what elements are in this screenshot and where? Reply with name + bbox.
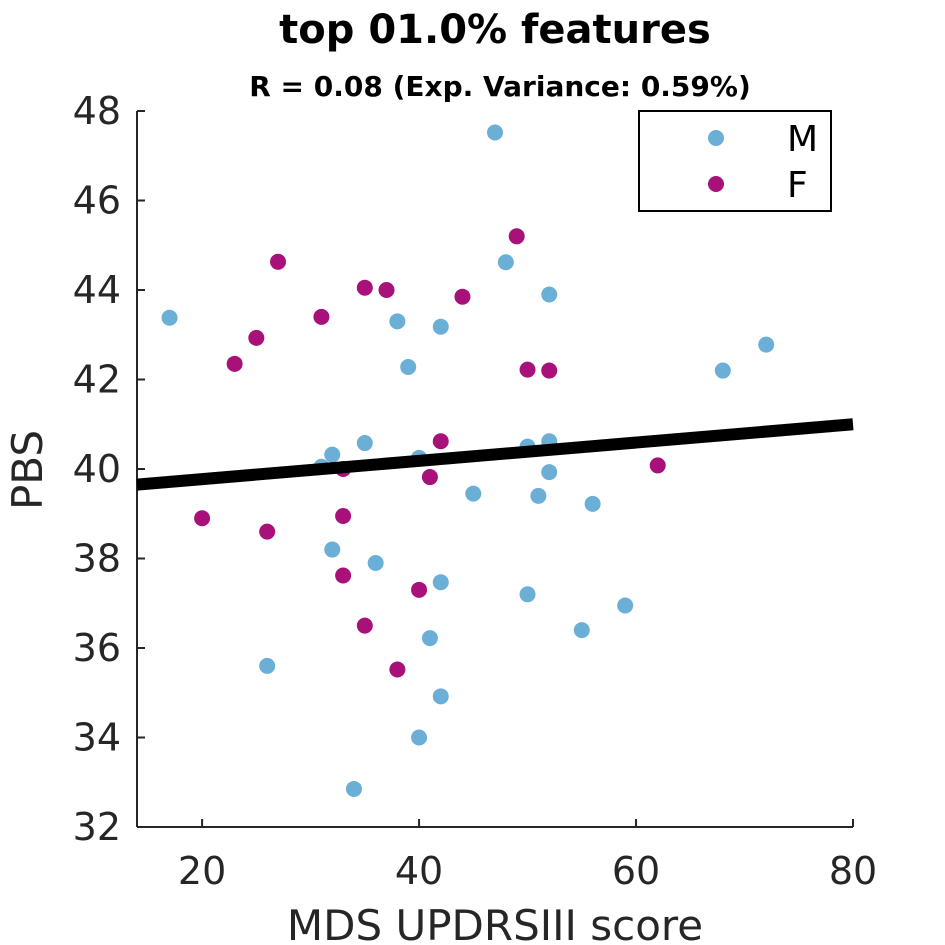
- data-point-m: [530, 487, 547, 504]
- data-point-m: [324, 541, 341, 558]
- axes: [136, 111, 853, 828]
- data-point-m: [432, 318, 449, 335]
- y-axis-label: PBS: [3, 430, 52, 510]
- legend: MF: [638, 110, 832, 212]
- legend-marker-f: [708, 176, 724, 192]
- data-point-m: [259, 657, 276, 674]
- data-point-m: [411, 729, 428, 746]
- data-point-f: [259, 523, 276, 540]
- data-point-f: [226, 355, 243, 372]
- data-point-f: [194, 510, 211, 527]
- x-tick-label: 80: [829, 849, 877, 893]
- data-point-f: [313, 308, 330, 325]
- data-point-m: [584, 495, 601, 512]
- data-point-m: [345, 780, 362, 797]
- y-tick-label: 42: [73, 358, 121, 402]
- x-axis-label: MDS UPDRSIII score: [287, 901, 703, 945]
- data-point-m: [161, 309, 178, 326]
- x-tick-label: 40: [395, 849, 443, 893]
- data-point-f: [356, 279, 373, 296]
- data-point-m: [465, 485, 482, 502]
- legend-label-m: M: [787, 119, 818, 160]
- data-point-m: [367, 554, 384, 571]
- y-tick-label: 40: [73, 447, 121, 491]
- chart-subtitle: R = 0.08 (Exp. Variance: 0.59%): [249, 70, 751, 103]
- data-point-f: [421, 469, 438, 486]
- data-point-f: [541, 362, 558, 379]
- x-ticks: 20 40 60 80: [178, 819, 877, 893]
- data-point-m: [497, 254, 514, 271]
- data-point-m: [400, 358, 417, 375]
- data-point-f: [454, 288, 471, 305]
- regression-line: [136, 418, 854, 491]
- data-point-m: [356, 435, 373, 452]
- data-point-f: [519, 361, 536, 378]
- legend-marker-m: [708, 130, 724, 146]
- y-tick-label: 38: [73, 537, 121, 581]
- data-point-f: [411, 581, 428, 598]
- data-point-f: [389, 661, 406, 678]
- y-tick-label: 34: [73, 716, 121, 760]
- data-point-f: [649, 457, 666, 474]
- data-point-f: [508, 228, 525, 245]
- x-tick-label: 60: [612, 849, 660, 893]
- data-point-f: [378, 282, 395, 298]
- y-tick-label: 44: [73, 268, 121, 312]
- data-point-m: [573, 622, 590, 639]
- x-tick-label: 20: [178, 849, 226, 893]
- data-point-f: [270, 253, 287, 270]
- data-point-f: [335, 507, 352, 524]
- y-tick-label: 32: [73, 805, 121, 849]
- data-point-m: [541, 464, 558, 481]
- data-point-f: [356, 617, 373, 634]
- data-point-f: [248, 329, 265, 346]
- data-point-m: [519, 586, 536, 603]
- y-tick-label: 48: [73, 89, 121, 133]
- y-tick-label: 36: [73, 626, 121, 670]
- data-point-m: [432, 688, 449, 705]
- y-ticks: 32 34 36 38 40 42 44 46 48: [73, 89, 145, 849]
- legend-box: [638, 110, 832, 212]
- data-point-m: [432, 574, 449, 591]
- y-tick-label: 46: [73, 179, 121, 223]
- data-point-f: [335, 567, 352, 584]
- data-point-m: [487, 124, 503, 141]
- data-point-m: [541, 286, 558, 303]
- data-point-m: [324, 446, 341, 463]
- data-point-m: [389, 313, 406, 330]
- fit-line-layer: [136, 418, 854, 491]
- chart-title: top 01.0% features: [279, 7, 711, 53]
- legend-label-f: F: [787, 165, 808, 206]
- data-point-m: [758, 336, 775, 353]
- data-point-m: [617, 597, 634, 614]
- data-point-m: [714, 362, 731, 379]
- data-point-m: [421, 630, 438, 647]
- data-point-f: [432, 433, 449, 450]
